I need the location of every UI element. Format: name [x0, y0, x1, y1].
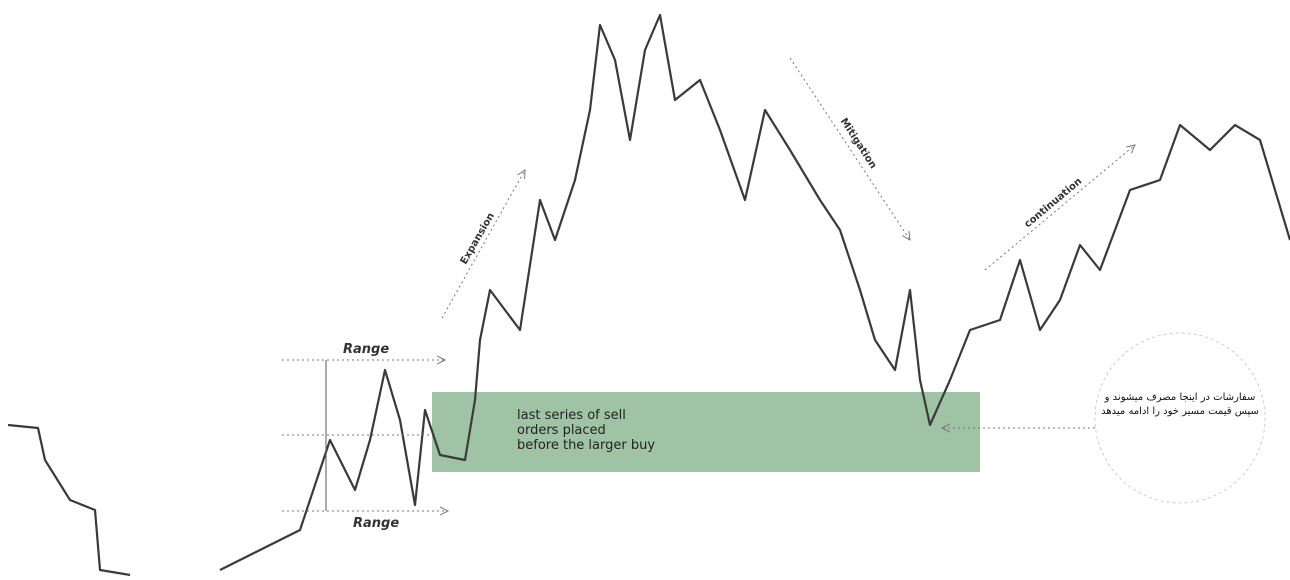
range-label: Range [343, 342, 389, 357]
range-lines [282, 57, 1135, 511]
expansion-label: Expansion [459, 211, 497, 266]
zone-text: last series of sell [517, 408, 626, 423]
range-label: Range [353, 516, 399, 531]
order-block [432, 392, 980, 472]
zone-text: orders placed [517, 423, 606, 438]
price-path [219, 13, 1290, 571]
mitigation-label: Mitigation [838, 116, 879, 170]
continuation-label: continuation [1023, 176, 1085, 230]
price-path [7, 423, 131, 577]
note-circle [1094, 332, 1266, 504]
note-text: سفارشات در اینجا مصرف میشوند و [1104, 392, 1256, 403]
zone-text: before the larger buy [517, 438, 655, 453]
note-text: سپس قیمت مسیر خود را ادامه میدهد [1101, 406, 1259, 417]
